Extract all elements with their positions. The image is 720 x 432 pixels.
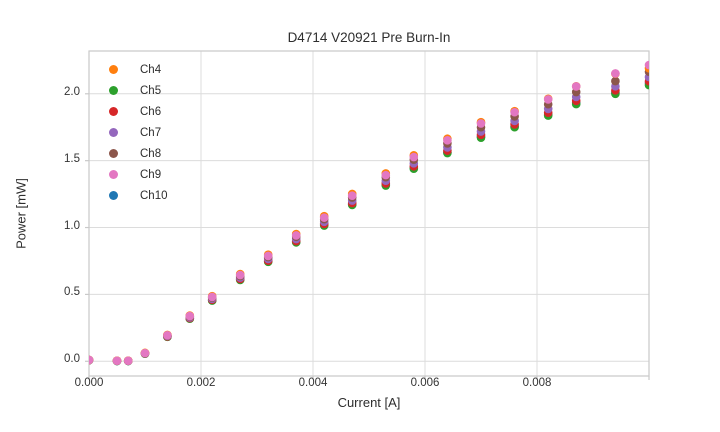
legend-item-Ch5: Ch5 xyxy=(109,80,168,101)
data-point xyxy=(381,170,391,180)
data-point xyxy=(140,348,150,358)
legend-item-Ch6: Ch6 xyxy=(109,101,168,122)
data-point xyxy=(543,95,553,104)
data-point xyxy=(409,152,419,162)
data-point xyxy=(611,69,620,78)
data-point xyxy=(476,119,486,128)
y-axis-label: Power [mW] xyxy=(13,178,29,249)
data-point xyxy=(571,82,581,91)
y-tick-label: 2.0 xyxy=(64,85,80,98)
legend-item-Ch10: Ch10 xyxy=(109,185,168,206)
legend-item-Ch4: Ch4 xyxy=(109,59,168,80)
axes-spines xyxy=(88,50,650,377)
data-point xyxy=(611,76,620,86)
series-Ch8 xyxy=(89,67,649,366)
data-point xyxy=(644,60,649,70)
series-Ch7 xyxy=(89,72,649,366)
data-point xyxy=(510,107,519,117)
y-tick-label: 1.5 xyxy=(64,152,80,165)
x-tick-label: 0.000 xyxy=(74,377,104,389)
series-Ch9 xyxy=(89,60,649,366)
legend-marker-icon xyxy=(109,65,118,74)
legend-label: Ch4 xyxy=(140,63,162,76)
y-tick-label: 1.0 xyxy=(64,219,80,232)
data-point xyxy=(112,356,122,366)
legend-item-Ch9: Ch9 xyxy=(109,164,168,185)
data-point xyxy=(235,270,245,280)
legend-marker-icon xyxy=(109,86,118,95)
legend-marker-icon xyxy=(109,170,118,179)
legend-label: Ch10 xyxy=(140,189,168,202)
series-Ch5 xyxy=(89,80,649,366)
series-Ch6 xyxy=(89,76,649,366)
legend-label: Ch9 xyxy=(140,168,162,181)
data-point xyxy=(89,355,94,365)
x-tick-label: 0.006 xyxy=(410,377,440,389)
legend-item-Ch8: Ch8 xyxy=(109,143,168,164)
series-Ch4 xyxy=(89,64,649,365)
data-point xyxy=(123,356,133,366)
legend-marker-icon xyxy=(109,149,118,158)
data-point xyxy=(319,213,329,222)
legend-label: Ch5 xyxy=(140,84,162,97)
legend-marker-icon xyxy=(109,107,118,116)
data-point xyxy=(163,331,172,340)
data-point xyxy=(443,136,452,145)
chart-title: D4714 V20921 Pre Burn-In xyxy=(287,30,451,45)
legend-label: Ch8 xyxy=(140,147,162,160)
legend-label: Ch6 xyxy=(140,105,162,118)
y-tick-label: 0.5 xyxy=(64,286,80,299)
x-tick-label: 0.002 xyxy=(186,377,216,389)
data-point xyxy=(185,311,195,321)
legend: Ch4 Ch5 Ch6 Ch7 Ch8 Ch9 Ch10 xyxy=(109,59,168,206)
legend-item-Ch7: Ch7 xyxy=(109,122,168,143)
x-tick-label: 0.008 xyxy=(522,377,552,389)
data-point xyxy=(291,231,301,240)
x-tick-label: 0.004 xyxy=(298,377,328,389)
data-point xyxy=(263,251,273,261)
x-axis-label: Current [A] xyxy=(337,395,401,410)
legend-marker-icon xyxy=(109,128,118,137)
legend-label: Ch7 xyxy=(140,126,162,139)
data-point xyxy=(207,292,217,302)
data-point xyxy=(347,191,357,201)
y-tick-label: 0.0 xyxy=(64,353,80,366)
legend-marker-icon xyxy=(109,191,118,200)
series-Ch10 xyxy=(89,79,649,366)
